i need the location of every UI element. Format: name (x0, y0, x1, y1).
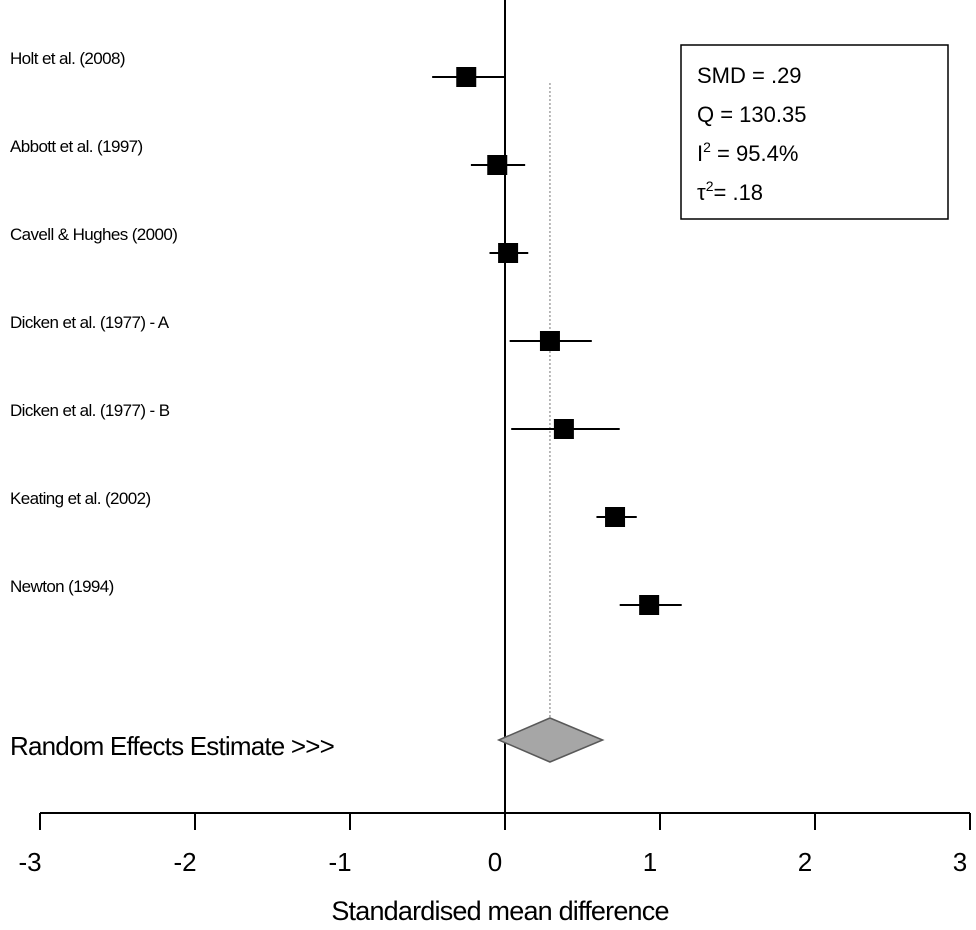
study-label: Holt et al. (2008) (10, 49, 125, 68)
x-tick-label: 2 (798, 847, 812, 877)
pooled-diamond (496, 717, 605, 763)
point-estimate-marker (539, 331, 560, 351)
study-label: Keating et al. (2002) (10, 489, 151, 508)
study-label: Newton (1994) (10, 577, 114, 596)
stats-box-frame (680, 44, 949, 220)
study-label: Dicken et al. (1977) - A (10, 313, 170, 332)
stats-q: Q = 130.35 (697, 102, 806, 127)
x-tick-label: 0 (488, 847, 502, 877)
stats-smd: SMD = .29 (697, 63, 802, 88)
stats-tau: τ2= .18 (697, 178, 763, 205)
stats-i2-prefix: I (697, 141, 703, 166)
study-labels: Holt et al. (2008) Abbott et al. (1997) Ca… (10, 49, 178, 596)
x-tick-label: 3 (953, 847, 967, 877)
stats-tau-prefix: τ (697, 180, 706, 205)
study-markers (432, 67, 682, 615)
x-tick-label: 1 (643, 847, 657, 877)
study-label: Cavell & Hughes (2000) (10, 225, 177, 244)
stats-tau-sup: 2 (706, 178, 714, 194)
x-axis: -3 -2 -1 0 1 2 3 (18, 812, 971, 877)
study-label: Dicken et al. (1977) - B (10, 401, 170, 420)
study-label: Abbott et al. (1997) (10, 137, 143, 156)
stats-i2: I2 = 95.4% (697, 139, 798, 166)
point-estimate-marker (639, 595, 660, 615)
pooled-label: Random Effects Estimate >>> (10, 731, 334, 761)
pooled-estimate: Random Effects Estimate >>> (10, 717, 605, 763)
stats-box: SMD = .29 Q = 130.35 I2 = 95.4% τ2= .18 (680, 44, 949, 220)
x-tick-label: -2 (173, 847, 196, 877)
stats-tau-value: = .18 (714, 180, 764, 205)
point-estimate-marker (498, 243, 519, 263)
x-tick-label: -1 (328, 847, 351, 877)
point-estimate-marker (456, 67, 477, 87)
stats-i2-value: = 95.4% (711, 141, 798, 166)
x-axis-title: Standardised mean difference (331, 896, 668, 926)
stats-i2-sup: 2 (703, 139, 711, 155)
x-tick-label: -3 (18, 847, 41, 877)
point-estimate-marker (605, 507, 626, 527)
point-estimate-marker (553, 419, 574, 439)
point-estimate-marker (487, 155, 508, 175)
